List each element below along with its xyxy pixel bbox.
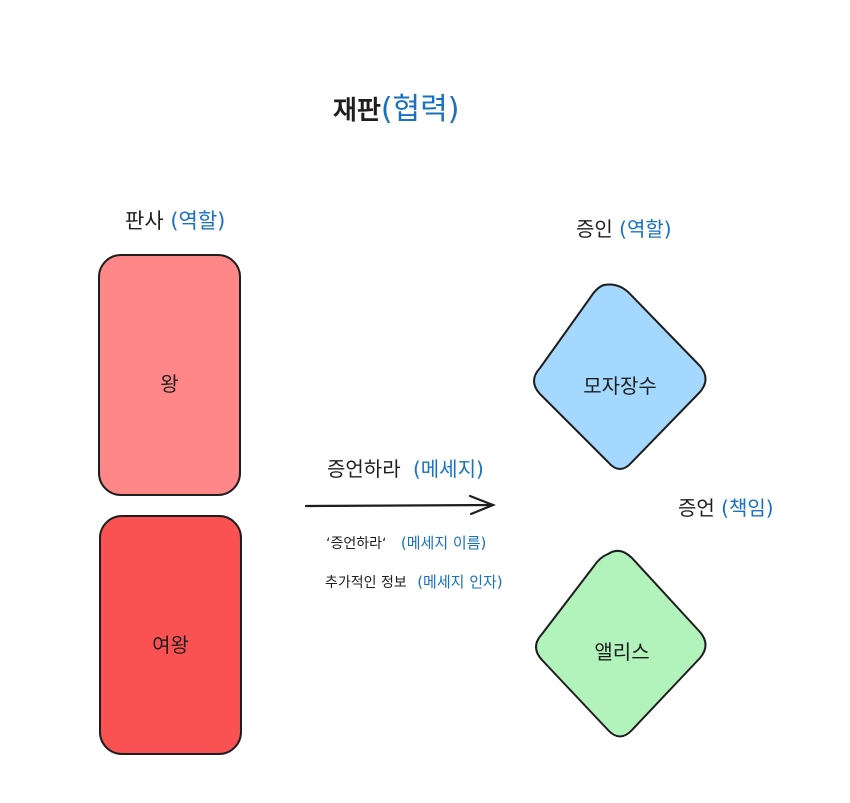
message-name-label: ‘증언하라‘ (메세지 이름) — [326, 532, 486, 553]
hatter-label: 모자장수 — [583, 374, 657, 398]
judge-role-text: 판사 — [125, 209, 164, 233]
witness-role-label: 증인 (역할) — [576, 213, 672, 242]
message-label: 증언하라 (메세지) — [327, 453, 484, 482]
title-text: 재판 — [333, 96, 381, 126]
witness-role-note: (역할) — [619, 217, 672, 241]
page-title: 재판(협력) — [333, 84, 459, 128]
hatter-diamond — [533, 283, 707, 470]
title-note: (협력) — [380, 92, 460, 127]
judge-role-label: 판사 (역할) — [125, 205, 225, 235]
responsibility-text: 증언 — [678, 496, 715, 520]
responsibility-note: (책임) — [721, 496, 774, 520]
alice-diamond — [535, 549, 707, 738]
message-arrow — [304, 494, 496, 516]
king-label: 왕 — [160, 372, 179, 396]
message-text: 증언하라 — [327, 457, 401, 481]
judge-role-note: (역할) — [170, 209, 226, 233]
message-arg-text: 추가적인 정보 — [325, 575, 407, 591]
king-card — [98, 254, 241, 496]
queen-card — [99, 515, 242, 755]
message-arg-note: (메세지 인자) — [417, 573, 503, 591]
message-name-text: ‘증언하라‘ — [326, 536, 387, 552]
message-name-note: (메세지 이름) — [400, 534, 487, 552]
alice-label: 앨리스 — [594, 640, 650, 664]
witness-role-text: 증인 — [576, 217, 613, 241]
message-arg-label: 추가적인 정보 (메세지 인자) — [325, 571, 503, 592]
message-note: (메세지) — [412, 457, 484, 481]
responsibility-label: 증언 (책임) — [678, 492, 774, 521]
queen-label: 여왕 — [152, 633, 189, 657]
